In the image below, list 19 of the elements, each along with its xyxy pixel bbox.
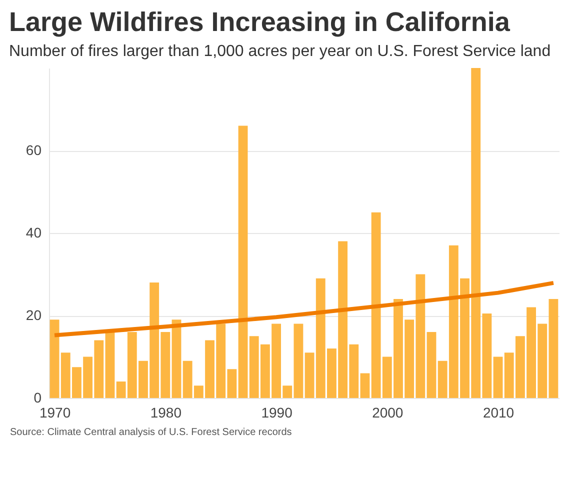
source-note: Source: Climate Central analysis of U.S. Forest Service records [10, 427, 293, 438]
x-tick-label: 1970 [39, 404, 71, 420]
bar [360, 373, 370, 398]
bar [172, 320, 182, 398]
y-tick-label: 40 [26, 224, 42, 240]
chart-title: Large Wildfires Increasing in California [9, 7, 511, 37]
x-tick-label: 2010 [482, 404, 514, 420]
x-tick-label: 2000 [372, 404, 404, 420]
bar [493, 356, 503, 398]
bar [105, 332, 115, 398]
y-tick-label: 20 [26, 307, 42, 323]
y-tick-label: 60 [26, 142, 42, 158]
bar [238, 126, 248, 398]
x-tick-label: 1980 [150, 404, 182, 420]
y-tick-label: 0 [34, 390, 42, 406]
line-series [52, 280, 556, 338]
chart-subtitle: Number of fires larger than 1,000 acres per year on U.S. Forest Service land [9, 43, 551, 60]
x-tick-label: 1990 [261, 404, 293, 420]
bar [426, 332, 436, 398]
